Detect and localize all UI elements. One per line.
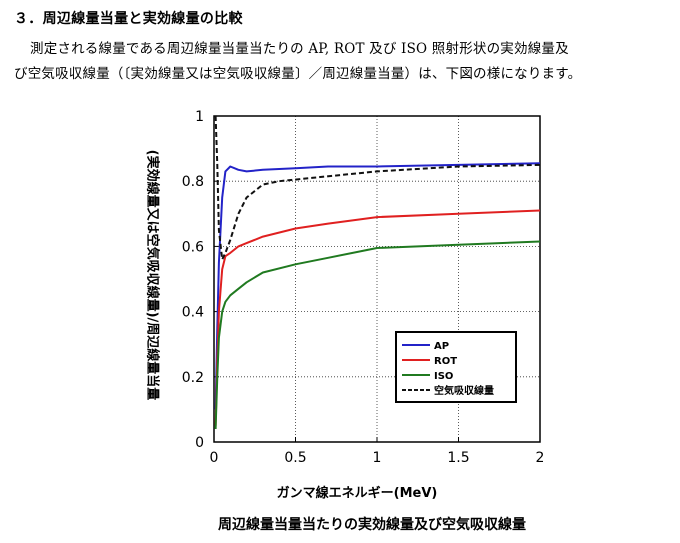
legend-label: ROT bbox=[434, 356, 457, 367]
legend-label: AP bbox=[434, 341, 449, 352]
x-tick-label: 0.5 bbox=[284, 450, 306, 466]
series-line-0 bbox=[214, 162, 541, 410]
x-tick-label: 1 bbox=[373, 450, 382, 466]
y-tick-label: 0 bbox=[195, 435, 204, 451]
y-tick-label: 1 bbox=[195, 109, 204, 125]
x-tick-label: 1.5 bbox=[447, 450, 469, 466]
chart-title: 周辺線量当量当たりの実効線量及び空気吸収線量 bbox=[218, 516, 526, 533]
x-tick-label: 2 bbox=[536, 450, 545, 466]
x-tick-label: 0 bbox=[210, 450, 219, 466]
y-tick-label: 0.8 bbox=[182, 174, 204, 190]
x-axis-label: ガンマ線エネルギー(MeV) bbox=[277, 485, 438, 501]
y-tick-label: 0.2 bbox=[182, 370, 204, 386]
series-line-1 bbox=[214, 209, 541, 426]
legend-items: AP ROT ISO 空気吸収線量 bbox=[402, 341, 494, 397]
x-axis-ticks: 0 0.5 1 1.5 2 bbox=[210, 437, 545, 466]
y-axis-label: (実効線量又は空気吸収線量)/周辺線量当量 bbox=[145, 150, 161, 401]
section-heading: ３．周辺線量当量と実効線量の比較 bbox=[14, 11, 243, 27]
y-axis-ticks: 0 0.2 0.4 0.6 0.8 1 bbox=[182, 109, 219, 451]
legend-label: ISO bbox=[434, 371, 453, 382]
series-lines bbox=[214, 115, 541, 430]
paragraph-line-1: 測定される線量である周辺線量当量当たりの AP, ROT 及び ISO 照射形状… bbox=[30, 41, 569, 57]
series-line-3 bbox=[214, 115, 541, 261]
paragraph-line-2: び空気吸収線量（〔実効線量又は空気吸収線量〕／周辺線量当量）は、下図の様になりま… bbox=[14, 66, 582, 82]
legend-label: 空気吸収線量 bbox=[434, 384, 494, 397]
y-tick-label: 0.6 bbox=[182, 239, 204, 255]
legend: AP ROT ISO 空気吸収線量 bbox=[395, 331, 517, 403]
series-line-2 bbox=[214, 240, 541, 430]
grid-lines bbox=[214, 116, 540, 442]
y-tick-label: 0.4 bbox=[182, 305, 204, 321]
